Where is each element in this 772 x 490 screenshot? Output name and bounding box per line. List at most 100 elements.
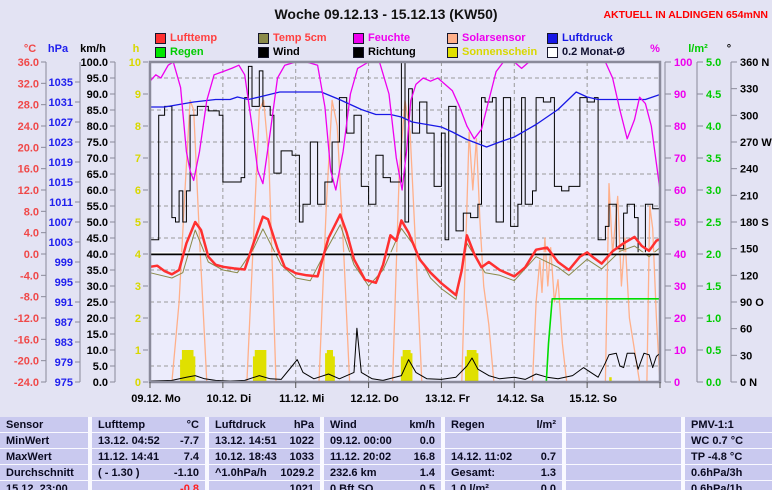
y-axis-tick-label-temp: 32.0 [18,78,39,90]
table-cell: 13.12. 04:52 -7.7 [92,433,205,448]
y-axis-tick-label-direction: 270 W [740,137,772,149]
y-axis-tick-label-direction: 90 O [740,297,764,309]
table-cell [566,433,681,448]
y-axis-tick-label-pressure: 1019 [49,157,73,169]
legend-item-luftdruck: Luftdruck [547,32,613,44]
cell-value: 1.4 [419,466,435,479]
cell-text: 11.12. 20:02 [330,450,392,463]
legend-item-0-2-monat: 0.2 Monat-Ø [547,46,625,58]
pmv-value: 0.6hPa/1h [691,482,743,490]
cell-text: 10.12. 18:43 [215,450,277,463]
legend-label: 0.2 Monat-Ø [562,45,625,58]
y-axis-tick-label-pressure: 1007 [49,217,73,229]
cell-text: Gesamt: [451,466,496,479]
cell-value: l/m² [536,418,556,431]
cell-text: ^1.0hPa/h [215,466,267,479]
cell-text: 09.12. 00:00 [330,434,392,447]
cell-value: 0.0 [540,482,556,490]
table-cell [566,465,681,480]
y-axis-tick-label-wind: 30.0 [87,281,108,293]
legend-label: Wind [273,45,300,58]
y-axis-tick-label-wind: 85.0 [87,105,108,117]
legend-swatch-lufttemp [155,32,166,44]
y-axis-tick-label-rain: 4.0 [706,121,721,133]
x-axis-day-label: 13.12. Fr [425,393,470,405]
cell-text: Luftdruck [215,418,266,431]
legend-item-lufttemp: Lufttemp [155,32,217,44]
x-axis-day-label: 11.12. Mi [279,393,324,405]
legend-label: Sonnenschein [462,45,538,58]
y-axis-tick-label-temp: 12.0 [18,185,39,197]
cell-value: 16.8 [413,450,435,463]
y-axis-tick-label-sun: 10 [129,57,141,69]
y-axis-unit-sun: h [133,43,140,55]
table-cell-pmv: PMV-1:1 [685,417,772,432]
y-axis-tick-label-rain: 5.0 [706,57,721,69]
y-axis-tick-label-wind: 100.0 [80,57,108,69]
table-cell: 11.12. 20:02 16.8 [324,449,441,464]
y-axis-tick-label-wind: 35.0 [87,265,108,277]
y-axis-tick-label-pressure: 1035 [49,77,73,89]
y-axis-tick-label-direction: 240 [740,164,758,176]
y-axis-tick-label-temp: 4.0 [24,228,39,240]
table-cell-pmv: 0.6hPa/3h [685,465,772,480]
y-axis-tick-label-wind: 0.0 [93,377,108,389]
series-luftdruck [150,91,661,148]
cell-text: Lufttemp [98,418,146,431]
cell-text: 14.12. 11:02 [451,450,513,463]
y-axis-tick-label-pressure: 1031 [49,97,73,109]
legend-label: Temp 5cm [273,31,327,44]
cell-value: 1021 [289,482,314,490]
y-axis-tick-label-direction: 60 [740,324,752,336]
table-cell: 09.12. 00:00 0.0 [324,433,441,448]
y-axis-unit-pressure: hPa [48,43,69,55]
y-axis-tick-label-humidity: 60 [674,185,686,197]
y-axis-tick-label-wind: 25.0 [87,297,108,309]
cell-text: Regen [451,418,485,431]
y-axis-tick-label-rain: 2.5 [706,217,721,229]
cell-text: 0 Bft SO [330,482,374,490]
y-axis-tick-label-rain: 1.0 [706,313,721,325]
y-axis-tick-label-wind: 40.0 [87,249,108,261]
cell-text: 232.6 km [330,466,377,479]
legend-swatch-luftdruck [547,32,558,44]
legend-item-sonnenschein: Sonnenschein [447,46,537,58]
y-axis-tick-label-temp: 16.0 [18,164,39,176]
y-axis-tick-label-wind: 15.0 [87,329,108,341]
table-row-label: 15.12. 23:00 [0,481,88,490]
y-axis-tick-label-sun: 8 [135,121,141,133]
y-axis-tick-label-wind: 70.0 [87,153,108,165]
current-location-status: AKTUELL IN ALDINGEN 654mNN [603,9,768,21]
legend-item-temp-5cm: Temp 5cm [258,32,327,44]
cell-text: ( - 1.30 ) [98,466,140,479]
y-axis-tick-label-temp: 20.0 [18,142,39,154]
y-axis-tick-label-sun: 5 [135,217,141,229]
y-axis-tick-label-temp: -12.0 [14,313,39,325]
y-axis-tick-label-pressure: 1023 [49,137,73,149]
y-axis-tick-label-pressure: 991 [55,297,73,309]
cell-value: hPa [293,418,314,431]
table-cell: ( - 1.30 ) -1.10 [92,465,205,480]
y-axis-tick-label-humidity: 50 [674,217,686,229]
pmv-value: PMV-1:1 [691,418,734,431]
y-axis-tick-label-wind: 5.0 [93,361,108,373]
table-cell: 1021 [209,481,320,490]
pmv-value: 0.6hPa/3h [691,466,743,479]
cell-value: 0.5 [419,482,435,490]
series-temp-5cm [149,224,661,300]
cell-value: 1022 [289,434,314,447]
table-cell-pmv: 0.6hPa/1h [685,481,772,490]
y-axis-tick-label-wind: 80.0 [87,121,108,133]
y-axis-tick-label-rain: 3.0 [706,185,721,197]
y-axis-tick-label-wind: 10.0 [87,345,108,357]
table-cell: Regen l/m² [445,417,562,432]
y-axis-tick-label-wind: 60.0 [87,185,108,197]
y-axis-tick-label-direction: 180 S [740,217,769,229]
y-axis-unit-wind: km/h [80,43,106,55]
series-wind [149,327,661,382]
y-axis-tick-label-temp: -8.0 [20,292,39,304]
cell-value: °C [186,418,199,431]
legend-item-solarsensor: Solarsensor [447,32,526,44]
y-axis-tick-label-direction: 30 [740,350,752,362]
